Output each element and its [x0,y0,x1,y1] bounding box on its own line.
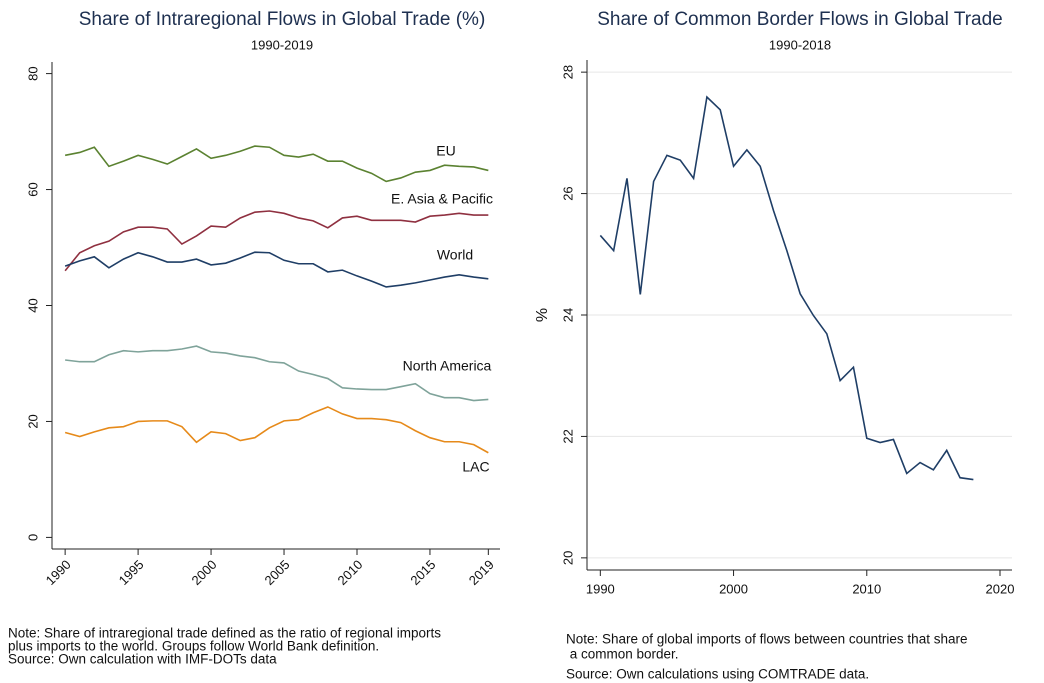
y-axis-label: % [534,308,551,322]
note: a common border. [566,647,679,662]
y-tick-label: 20 [560,551,575,565]
series-line [64,251,489,288]
x-tick-label: 2019 [466,557,497,588]
note: Source: Own calculation with IMF-DOTs da… [8,652,277,667]
series-line [599,95,974,481]
series-label: LAC [462,459,489,475]
x-tick-label: 2000 [189,557,220,588]
series-line [64,406,489,454]
series-line [64,210,489,272]
y-tick-label: 40 [25,298,40,312]
x-tick-label: 2010 [852,581,881,596]
y-tick-label: 26 [560,186,575,200]
x-tick-label: 2015 [407,557,438,588]
chart-title: Share of Common Border Flows in Global T… [597,9,1003,30]
note: plus imports to the world. Groups follow… [8,639,379,654]
chart-subtitle: 1990-2019 [251,37,313,52]
y-tick-label: 22 [560,429,575,443]
x-tick-label: 1990 [586,581,615,596]
x-tick-label: 1995 [116,557,147,588]
y-tick-label: 60 [25,182,40,196]
x-tick-label: 1990 [43,557,74,588]
series-line [65,345,489,402]
x-tick-label: 2005 [262,557,293,588]
series-label: World [437,247,473,263]
note: Note: Share of intraregional trade defin… [8,626,441,641]
series-line [64,145,489,183]
note: Source: Own calculations using COMTRADE … [566,667,869,682]
x-tick-label: 2000 [719,581,748,596]
x-tick-label: 2010 [334,557,365,588]
series-label: North America [403,358,492,374]
y-tick-label: 24 [560,308,575,322]
series-label: E. Asia & Pacific [391,191,493,207]
y-tick-label: 80 [25,66,40,80]
y-tick-label: 20 [25,414,40,428]
x-tick-label: 2020 [986,581,1015,596]
y-tick-label: 28 [560,65,575,79]
note: Note: Share of global imports of flows b… [566,632,967,647]
chart-subtitle: 1990-2018 [769,37,831,52]
series-label: EU [436,143,455,159]
y-tick-label: 0 [25,534,40,541]
chart-title: Share of Intraregional Flows in Global T… [79,9,486,30]
